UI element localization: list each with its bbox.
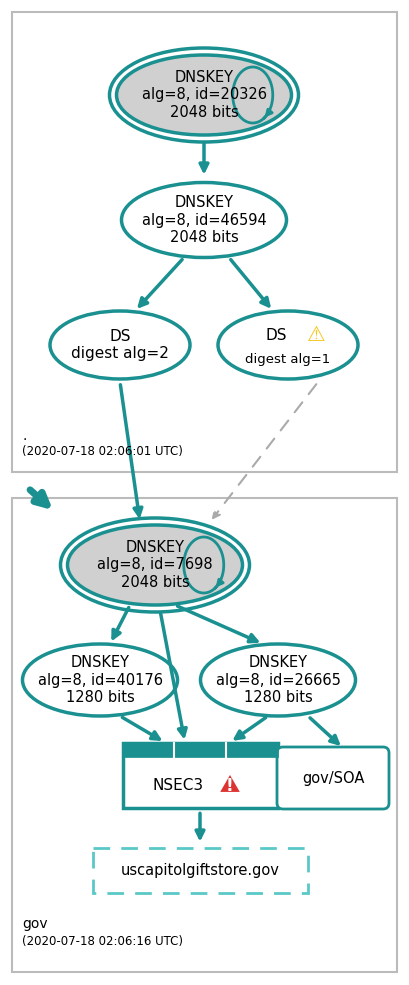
Ellipse shape — [121, 182, 286, 257]
FancyBboxPatch shape — [123, 743, 174, 756]
FancyBboxPatch shape — [226, 743, 277, 756]
Text: .: . — [22, 429, 26, 443]
FancyBboxPatch shape — [12, 12, 397, 472]
Ellipse shape — [218, 311, 358, 379]
Text: DNSKEY
alg=8, id=46594
2048 bits: DNSKEY alg=8, id=46594 2048 bits — [142, 195, 266, 245]
FancyBboxPatch shape — [123, 743, 277, 808]
Ellipse shape — [200, 644, 355, 716]
Text: digest alg=1: digest alg=1 — [245, 353, 330, 365]
Ellipse shape — [22, 644, 178, 716]
Text: DS: DS — [265, 327, 287, 343]
Text: DNSKEY
alg=8, id=7698
2048 bits: DNSKEY alg=8, id=7698 2048 bits — [97, 540, 213, 590]
FancyBboxPatch shape — [12, 498, 397, 972]
Text: DNSKEY
alg=8, id=40176
1280 bits: DNSKEY alg=8, id=40176 1280 bits — [38, 655, 162, 705]
Text: DNSKEY
alg=8, id=26665
1280 bits: DNSKEY alg=8, id=26665 1280 bits — [216, 655, 340, 705]
Ellipse shape — [67, 525, 243, 605]
Text: uscapitolgiftstore.gov: uscapitolgiftstore.gov — [121, 863, 279, 878]
Ellipse shape — [50, 311, 190, 379]
Text: (2020-07-18 02:06:01 UTC): (2020-07-18 02:06:01 UTC) — [22, 445, 183, 458]
Text: (2020-07-18 02:06:16 UTC): (2020-07-18 02:06:16 UTC) — [22, 935, 183, 948]
Text: gov: gov — [22, 917, 47, 931]
FancyBboxPatch shape — [174, 743, 226, 756]
Polygon shape — [219, 773, 241, 793]
Text: NSEC3: NSEC3 — [153, 777, 204, 793]
Text: gov/SOA: gov/SOA — [302, 770, 364, 785]
FancyBboxPatch shape — [277, 747, 389, 809]
FancyBboxPatch shape — [92, 847, 308, 892]
Text: DS
digest alg=2: DS digest alg=2 — [71, 329, 169, 361]
Text: DNSKEY
alg=8, id=20326
2048 bits: DNSKEY alg=8, id=20326 2048 bits — [142, 70, 267, 120]
Text: !: ! — [226, 777, 234, 795]
Text: ⚠: ⚠ — [307, 325, 326, 345]
Ellipse shape — [117, 55, 292, 135]
